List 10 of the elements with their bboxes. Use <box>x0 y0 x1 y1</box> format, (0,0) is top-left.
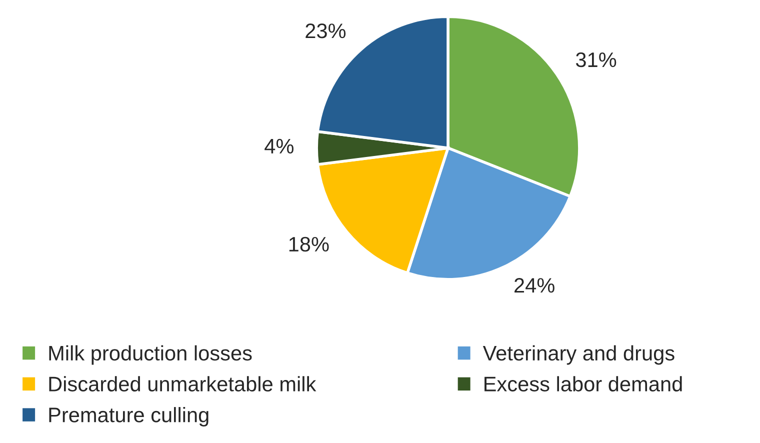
data-label: 18% <box>289 236 329 252</box>
data-label: 4% <box>264 138 294 154</box>
legend-label: Discarded unmarketable milk <box>49 376 316 392</box>
legend-label: Veterinary and drugs <box>482 345 674 365</box>
legend-label: Premature culling <box>49 407 208 426</box>
data-label: 24% <box>514 278 554 293</box>
data-label: 31% <box>576 52 616 68</box>
legend-label: Excess labor demand <box>484 376 682 392</box>
data-label: 23% <box>306 23 346 38</box>
legend-label: Milk production losses <box>49 345 252 365</box>
